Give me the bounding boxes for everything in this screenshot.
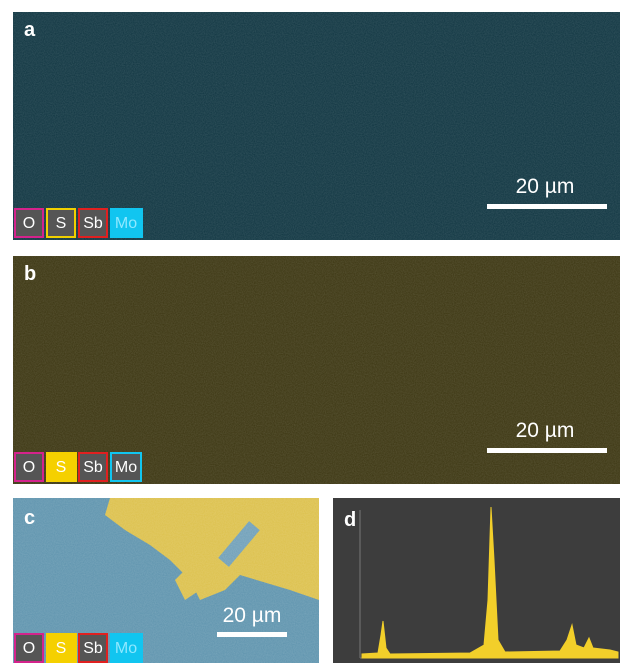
panel-label: b: [24, 263, 36, 285]
panel-a: a 20 µm O S Sb Mo: [13, 12, 620, 240]
scale-bar: [217, 632, 287, 637]
panel-label: d: [344, 509, 356, 531]
legend-label: Mo: [115, 459, 137, 476]
scale-bar: [487, 204, 607, 209]
legend-label: S: [56, 215, 67, 232]
legend-label: Mo: [115, 215, 137, 232]
spectrum-background: [333, 498, 620, 663]
legend-label: O: [23, 215, 35, 232]
scale-bar-label: 20 µm: [223, 604, 282, 627]
figure: a 20 µm O S Sb Mo b 20 µm O S Sb Mo: [0, 0, 622, 663]
legend-label: O: [23, 640, 35, 657]
panel-c: c 20 µm O S Sb Mo: [13, 498, 319, 663]
legend-label: Sb: [83, 459, 103, 476]
scale-bar: [487, 448, 607, 453]
panel-label: c: [24, 507, 35, 529]
panel-label: a: [24, 19, 36, 41]
legend-label: Sb: [83, 640, 103, 657]
legend-label: S: [56, 640, 67, 657]
legend-label: Mo: [115, 640, 137, 657]
legend-label: S: [56, 459, 67, 476]
legend-label: Sb: [83, 215, 103, 232]
scale-bar-label: 20 µm: [516, 175, 575, 198]
legend-label: O: [23, 459, 35, 476]
scale-bar-label: 20 µm: [516, 419, 575, 442]
panel-b: b 20 µm O S Sb Mo: [13, 256, 620, 484]
panel-d: d: [333, 498, 620, 663]
